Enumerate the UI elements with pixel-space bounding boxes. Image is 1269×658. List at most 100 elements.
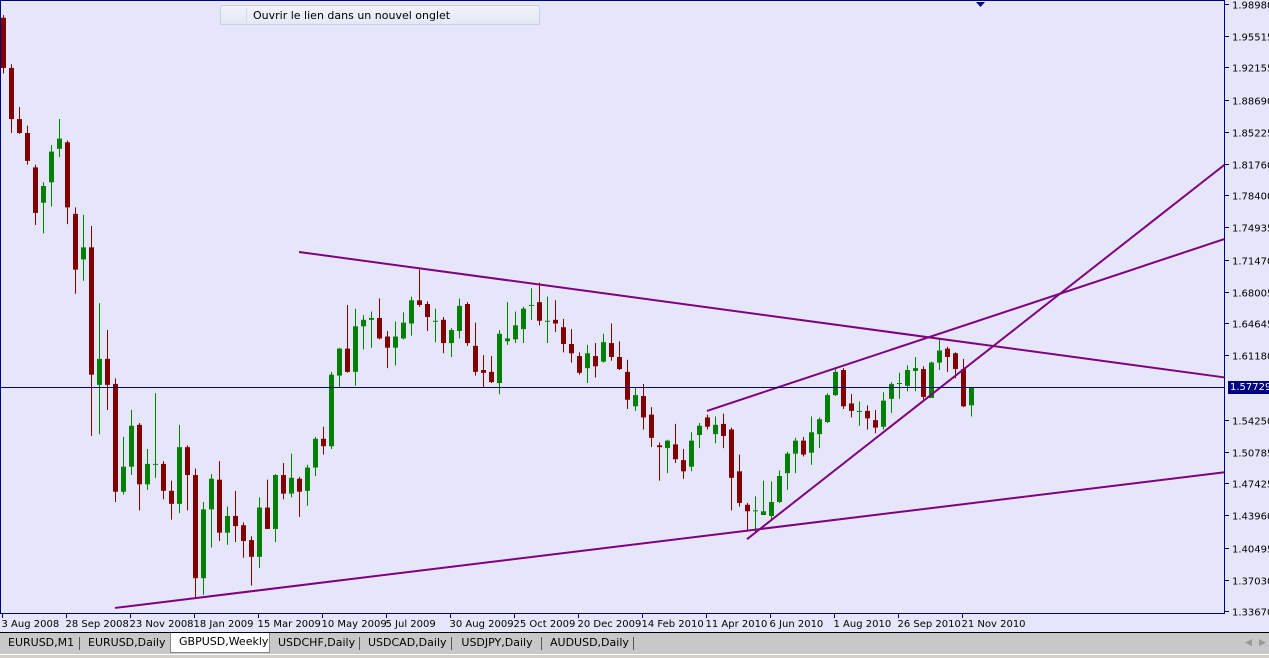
- candle-body: [193, 475, 198, 579]
- x-tick-label: 6 Jun 2010: [770, 619, 824, 630]
- candle-body: [713, 424, 718, 435]
- candle-body: [217, 479, 222, 533]
- candle: [769, 481, 774, 520]
- candle-body: [657, 445, 662, 448]
- candle: [321, 426, 326, 455]
- candle-body: [697, 425, 702, 436]
- candle: [145, 449, 150, 490]
- candle-body: [305, 467, 310, 491]
- candle-body: [201, 509, 206, 579]
- candle: [497, 330, 502, 395]
- y-tick-label: 1.98980: [1232, 1, 1269, 12]
- candle: [617, 341, 622, 371]
- candle-body: [489, 371, 494, 383]
- candle-body: [233, 515, 238, 527]
- candle: [473, 322, 478, 376]
- trendline: [114, 471, 1225, 609]
- candle: [169, 480, 174, 520]
- candle: [833, 367, 838, 397]
- candle-body: [505, 338, 510, 342]
- candle: [809, 416, 814, 465]
- tab-audusd-daily[interactable]: AUDUSD,Daily: [542, 634, 634, 653]
- candle-body: [681, 460, 686, 472]
- candle-body: [593, 356, 598, 367]
- candle-body: [665, 440, 670, 449]
- x-tick-label: 10 May 2009: [322, 619, 387, 630]
- x-tick-label: 15 Mar 2009: [258, 619, 321, 630]
- candle: [313, 436, 318, 476]
- candle-body: [321, 438, 326, 447]
- candle-body: [49, 151, 54, 183]
- candle: [129, 409, 134, 476]
- candle-body: [433, 320, 438, 322]
- candle-body: [25, 133, 30, 161]
- candle: [689, 432, 694, 472]
- price-axis[interactable]: 1.98980 1.95515 1.92155 1.88690 1.85225 1.817…: [1225, 1, 1269, 619]
- candle-body: [89, 247, 94, 375]
- candle-body: [249, 540, 254, 557]
- candle: [729, 427, 734, 511]
- candle: [641, 383, 646, 430]
- arrow-right-icon[interactable]: ▶: [1259, 637, 1266, 647]
- tab-usdcad-daily[interactable]: USDCAD,Daily: [360, 634, 452, 653]
- candle-body: [177, 447, 182, 504]
- price-chart[interactable]: 1.98980 1.95515 1.92155 1.88690 1.85225 1.817…: [0, 0, 1269, 632]
- candle-body: [737, 471, 742, 503]
- candle-body: [817, 419, 822, 435]
- candle-body: [145, 463, 150, 485]
- candle-body: [609, 343, 614, 357]
- candle-body: [473, 345, 478, 372]
- candle-body: [561, 327, 566, 344]
- tab-eurusd-m1[interactable]: EURUSD,M1: [0, 634, 80, 653]
- candle-body: [745, 504, 750, 512]
- y-tick-label: 1.88690: [1232, 97, 1269, 108]
- candle: [449, 328, 454, 357]
- candle: [217, 461, 222, 542]
- candle: [673, 423, 678, 463]
- candle-body: [241, 525, 246, 542]
- candle: [753, 496, 758, 532]
- candle: [657, 442, 662, 481]
- arrow-left-icon[interactable]: ◀: [1245, 637, 1252, 647]
- candle: [569, 329, 574, 363]
- candle: [921, 366, 926, 400]
- tooltip: Ouvrir le lien dans un nouvel onglet: [220, 5, 540, 25]
- candle: [457, 298, 462, 339]
- candle-body: [225, 515, 230, 533]
- candle-body: [913, 368, 918, 371]
- candle-body: [897, 383, 902, 385]
- candle: [33, 164, 38, 226]
- candle: [297, 476, 302, 517]
- candle-body: [353, 326, 358, 372]
- candle: [857, 401, 862, 426]
- triangle-down-icon[interactable]: [976, 2, 985, 7]
- candle: [777, 470, 782, 503]
- candle-body: [881, 400, 886, 427]
- candle: [105, 330, 110, 410]
- tab-usdjpy-daily[interactable]: USDJPY,Daily: [452, 634, 542, 653]
- candle: [897, 372, 902, 399]
- candle: [825, 393, 830, 423]
- candle-body: [577, 356, 582, 373]
- candle: [417, 269, 422, 307]
- candle-body: [105, 358, 110, 385]
- candle-body: [17, 119, 22, 134]
- x-tick-label: 1 Aug 2010: [834, 619, 892, 630]
- candle-body: [809, 432, 814, 453]
- candle-body: [849, 403, 854, 411]
- y-tick-label: 1.68005: [1232, 289, 1269, 300]
- time-axis[interactable]: 3 Aug 2008 28 Sep 2008 23 Nov 2008 18 Jan 2…: [2, 614, 1026, 630]
- candle: [97, 303, 102, 435]
- tab-eurusd-daily[interactable]: EURUSD,Daily: [88, 636, 166, 649]
- tab-usdchf-daily[interactable]: USDCHF,Daily: [270, 634, 360, 653]
- candle-body: [873, 420, 878, 428]
- chart-tab-bar: ◀ ▶ EURUSD,M1 EURUSD,Daily GBPUSD,Weekly US…: [0, 632, 1269, 654]
- candle-body: [377, 317, 382, 339]
- tab-gbpusd-weekly[interactable]: GBPUSD,Weekly: [170, 633, 270, 653]
- candle: [633, 387, 638, 411]
- x-tick-label: 21 Nov 2010: [962, 619, 1026, 630]
- candle: [585, 344, 590, 384]
- candle: [649, 407, 654, 448]
- candle-body: [945, 348, 950, 357]
- candle-body: [393, 336, 398, 348]
